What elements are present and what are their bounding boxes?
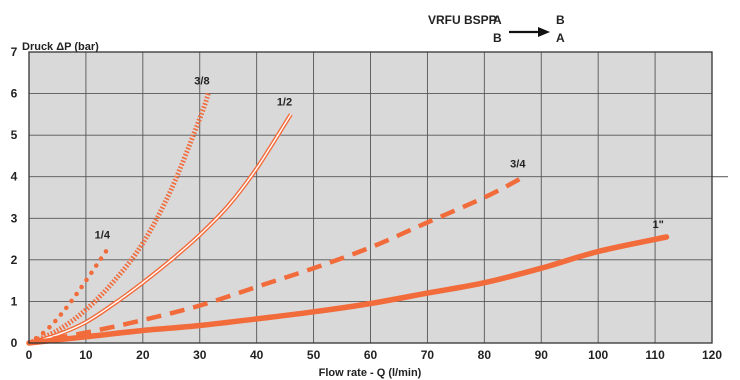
y-tick-0: 0: [11, 336, 18, 350]
x-tick-labels: 0 10 20 30 40 50 60 70 80 90 100 110 120: [26, 348, 723, 362]
title-to-a: A: [556, 31, 565, 45]
series-2: [28, 113, 293, 346]
chart-title: VRFU BSPP A B B A: [428, 13, 565, 45]
series-labels: 1/4 3/8 1/2 3/4 1": [95, 76, 664, 242]
x-tick-3: 30: [193, 348, 207, 362]
x-tick-10: 100: [588, 348, 608, 362]
y-tick-6: 6: [11, 87, 18, 101]
x-tick-5: 50: [307, 348, 321, 362]
series-4: [26, 234, 670, 346]
series-0: [26, 245, 111, 346]
y-tick-7: 7: [11, 45, 18, 59]
y-tick-labels: 0 1 2 3 4 5 6 7: [11, 45, 18, 350]
x-tick-2: 20: [136, 348, 150, 362]
series-line-inner-2: [28, 114, 292, 344]
title-from-b: B: [493, 31, 502, 45]
series-1: [27, 92, 211, 346]
plot-frame: [28, 51, 713, 344]
title-to-b: B: [556, 13, 565, 27]
series-label-2: 1/2: [277, 96, 292, 108]
series-label-3: 3/4: [510, 159, 526, 171]
x-tick-0: 0: [26, 348, 33, 362]
x-axis-label: Flow rate - Q (l/min): [319, 367, 422, 379]
series-line-1: [27, 92, 211, 346]
series-layer: [26, 92, 670, 346]
series-3: [28, 174, 526, 346]
x-tick-8: 80: [478, 348, 492, 362]
series-line-0: [26, 245, 111, 346]
series-label-4: 1": [652, 219, 663, 231]
series-label-0: 1/4: [95, 229, 111, 241]
title-label: VRFU BSPP: [428, 13, 497, 27]
series-label-1: 3/8: [194, 76, 209, 88]
x-tick-7: 70: [421, 348, 435, 362]
title-from-a: A: [493, 13, 502, 27]
y-tick-4: 4: [11, 170, 18, 184]
y-tick-1: 1: [11, 294, 18, 308]
x-tick-4: 40: [250, 348, 264, 362]
y-tick-2: 2: [11, 253, 18, 267]
y-tick-5: 5: [11, 128, 18, 142]
y-tick-3: 3: [11, 211, 18, 225]
y-axis-label: Druck ΔP (bar): [22, 41, 99, 53]
title-arrow-head: [538, 27, 550, 37]
series-line-3: [28, 174, 526, 346]
x-tick-9: 90: [535, 348, 549, 362]
x-tick-11: 110: [645, 348, 665, 362]
x-tick-6: 60: [364, 348, 378, 362]
series-line-4: [26, 234, 670, 346]
x-tick-1: 10: [79, 348, 93, 362]
x-tick-12: 120: [702, 348, 722, 362]
